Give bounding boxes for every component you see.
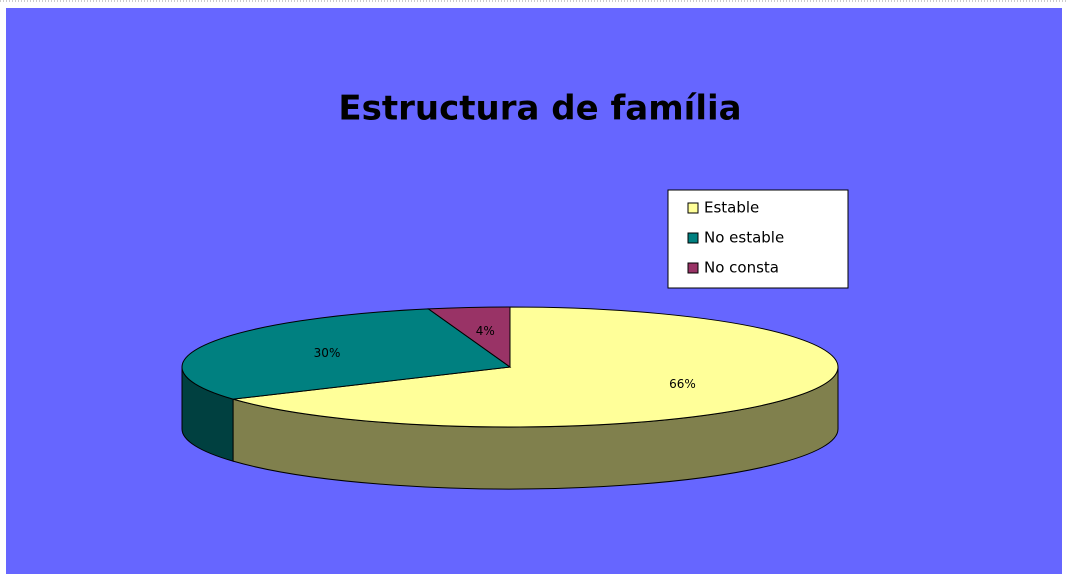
data-label: 66% [669,377,696,391]
legend-swatch [687,202,699,214]
data-label: 4% [476,324,495,338]
legend-swatch [687,232,699,244]
legend-label: Estable [704,199,759,217]
legend-label: No estable [704,229,784,247]
data-label: 30% [314,346,341,360]
slice [232,306,839,428]
slice [181,308,512,400]
legend-swatch [687,262,699,274]
chart-title: Estructura de família [338,89,741,129]
slice [426,306,511,368]
legend-label: No consta [704,259,779,277]
